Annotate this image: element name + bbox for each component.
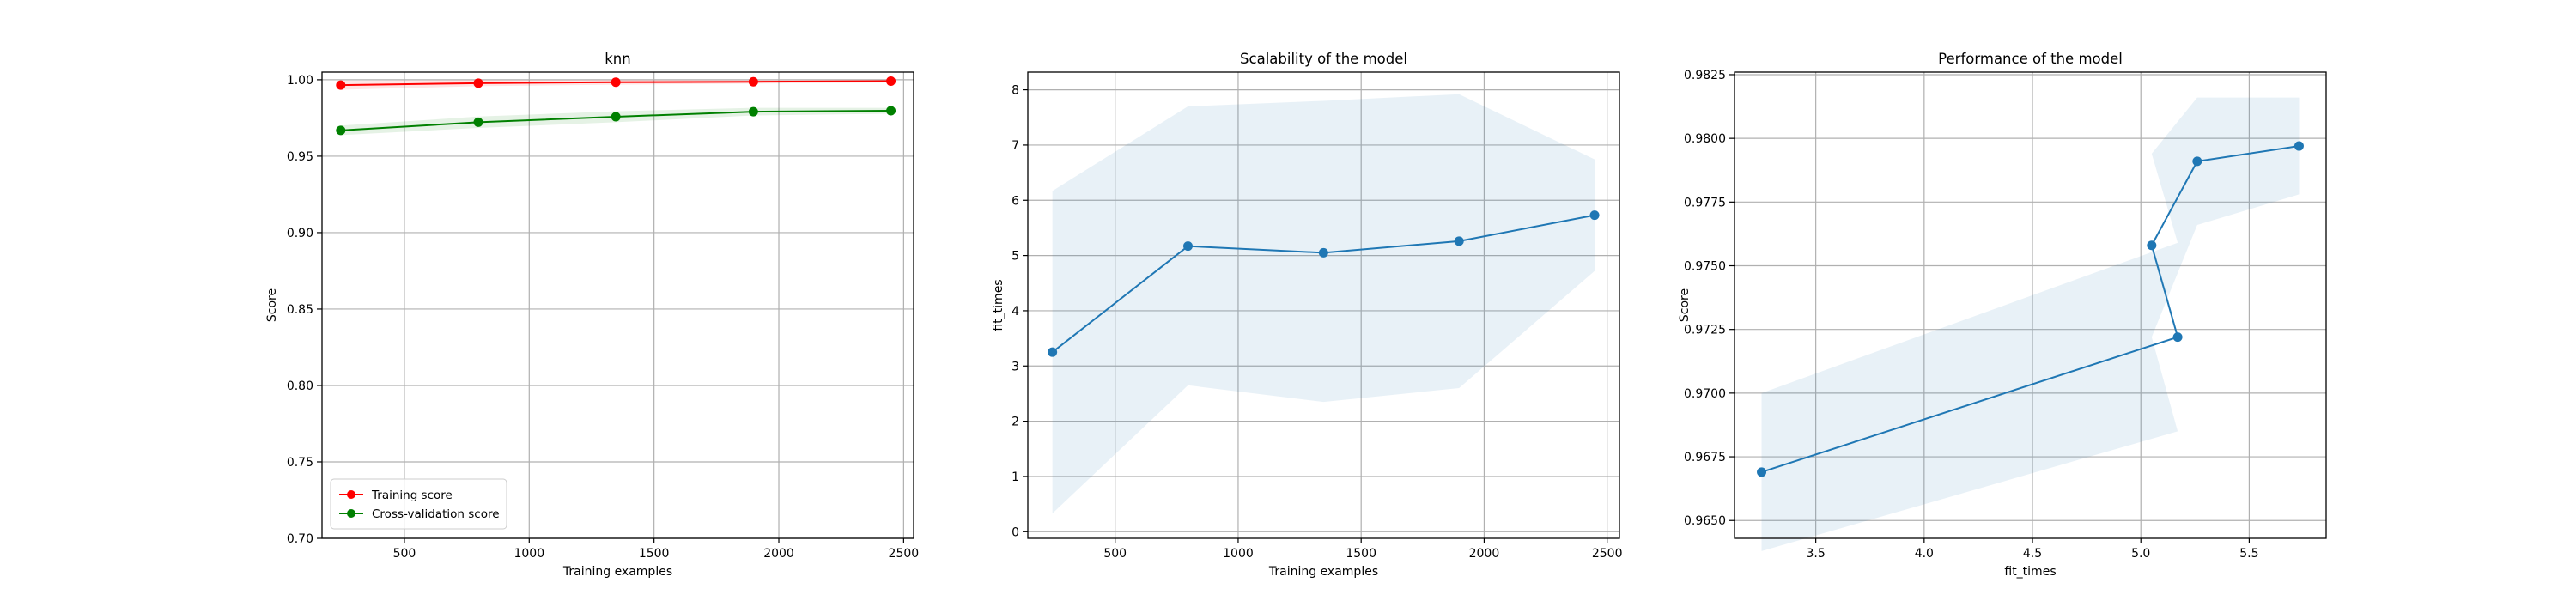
data-point bbox=[886, 106, 896, 116]
data-point bbox=[1757, 467, 1767, 477]
x-tick-label: 3.5 bbox=[1807, 547, 1826, 561]
y-tick-label: 2 bbox=[1012, 416, 1019, 429]
x-tick-label: 2000 bbox=[763, 547, 794, 561]
y-tick-label: 0.85 bbox=[287, 303, 313, 317]
confidence-band-1 bbox=[1052, 94, 1595, 514]
legend-marker bbox=[347, 509, 355, 518]
data-point bbox=[611, 112, 621, 122]
y-tick-label: 0.9675 bbox=[1684, 451, 1726, 464]
y-tick-label: 0.90 bbox=[287, 227, 313, 240]
x-axis-label: Training examples bbox=[1268, 565, 1378, 579]
data-point bbox=[886, 76, 896, 87]
data-point bbox=[2147, 240, 2157, 251]
x-tick-label: 4.0 bbox=[1915, 547, 1934, 561]
data-point bbox=[473, 117, 483, 127]
y-axis-label: Score bbox=[1678, 288, 1692, 322]
chart-title: knn bbox=[605, 51, 630, 67]
data-point bbox=[336, 80, 346, 90]
plot-frame bbox=[321, 71, 914, 539]
legend: Training score Cross-validation score bbox=[330, 478, 507, 530]
y-tick-label: 0.9700 bbox=[1684, 387, 1726, 401]
y-tick-label: 0.9800 bbox=[1684, 132, 1726, 146]
x-tick-label: 4.5 bbox=[2023, 547, 2042, 561]
data-point bbox=[1589, 210, 1600, 221]
y-tick-label: 0.95 bbox=[287, 150, 313, 164]
data-point bbox=[748, 106, 758, 117]
y-tick-label: 1 bbox=[1012, 470, 1019, 484]
y-axis-label: Score bbox=[265, 288, 279, 322]
y-tick-label: 3 bbox=[1012, 360, 1019, 373]
y-tick-label: 0.80 bbox=[287, 379, 313, 393]
legend-marker bbox=[347, 490, 355, 499]
x-tick-label: 2500 bbox=[1592, 547, 1623, 561]
data-point bbox=[2172, 332, 2183, 343]
data-point bbox=[336, 125, 346, 136]
x-tick-label: 1500 bbox=[639, 547, 670, 561]
y-tick-label: 0.9750 bbox=[1684, 260, 1726, 274]
y-tick-label: 8 bbox=[1012, 84, 1019, 98]
data-point bbox=[473, 78, 483, 88]
plot-frame bbox=[1734, 71, 2327, 539]
plot-frame bbox=[1027, 71, 1620, 539]
x-tick-label: 5.5 bbox=[2239, 547, 2258, 561]
data-point bbox=[2192, 156, 2202, 167]
y-tick-label: 4 bbox=[1012, 305, 1019, 319]
chart-2: 500 1000 1500 2000 2500 0 1 2 3 4 5 6 7 8 Scalability … bbox=[992, 51, 1622, 579]
chart-title: Scalability of the model bbox=[1240, 51, 1407, 67]
y-axis-label: fit_times bbox=[992, 279, 1005, 331]
legend-label: Cross-validation score bbox=[372, 507, 500, 521]
y-tick-label: 0.9725 bbox=[1684, 324, 1726, 337]
y-tick-label: 0.9825 bbox=[1684, 69, 1726, 82]
x-axis-label: Training examples bbox=[562, 565, 672, 579]
data-point bbox=[611, 77, 621, 88]
y-tick-label: 7 bbox=[1012, 139, 1019, 153]
x-tick-label: 1000 bbox=[513, 547, 544, 561]
legend-label: Training score bbox=[371, 489, 453, 502]
y-tick-label: 5 bbox=[1012, 250, 1019, 264]
x-axis-label: fit_times bbox=[2004, 565, 2056, 579]
data-point bbox=[1318, 247, 1328, 258]
chart-1: 500 1000 1500 2000 2500 0.70 0.75 0.80 0.85 0.90 0… bbox=[265, 51, 919, 579]
y-tick-label: 1.00 bbox=[287, 74, 313, 88]
x-tick-label: 1500 bbox=[1346, 547, 1376, 561]
y-tick-label: 6 bbox=[1012, 194, 1019, 208]
x-tick-label: 2000 bbox=[1469, 547, 1500, 561]
data-point bbox=[748, 76, 758, 87]
chart-title: Performance of the model bbox=[1938, 51, 2123, 67]
y-tick-label: 0.9650 bbox=[1684, 514, 1726, 528]
y-tick-label: 0.9775 bbox=[1684, 196, 1726, 209]
x-tick-label: 5.0 bbox=[2131, 547, 2150, 561]
y-tick-label: 0.75 bbox=[287, 456, 313, 470]
data-point bbox=[1183, 241, 1194, 252]
x-tick-label: 500 bbox=[1103, 547, 1127, 561]
data-point bbox=[1454, 236, 1464, 246]
x-tick-label: 2500 bbox=[889, 547, 920, 561]
confidence-band-1 bbox=[1761, 97, 2300, 551]
y-tick-label: 0.70 bbox=[287, 532, 313, 546]
legend-box bbox=[330, 478, 507, 530]
chart-3: 3.5 4.0 4.5 5.0 5.5 0.9650 0.9675 0.9700 0.9725 0… bbox=[1678, 51, 2327, 579]
y-tick-label: 0 bbox=[1012, 525, 1019, 539]
x-tick-label: 1000 bbox=[1223, 547, 1254, 561]
data-point bbox=[2293, 141, 2304, 151]
data-point bbox=[1048, 347, 1058, 357]
x-tick-label: 500 bbox=[393, 547, 416, 561]
